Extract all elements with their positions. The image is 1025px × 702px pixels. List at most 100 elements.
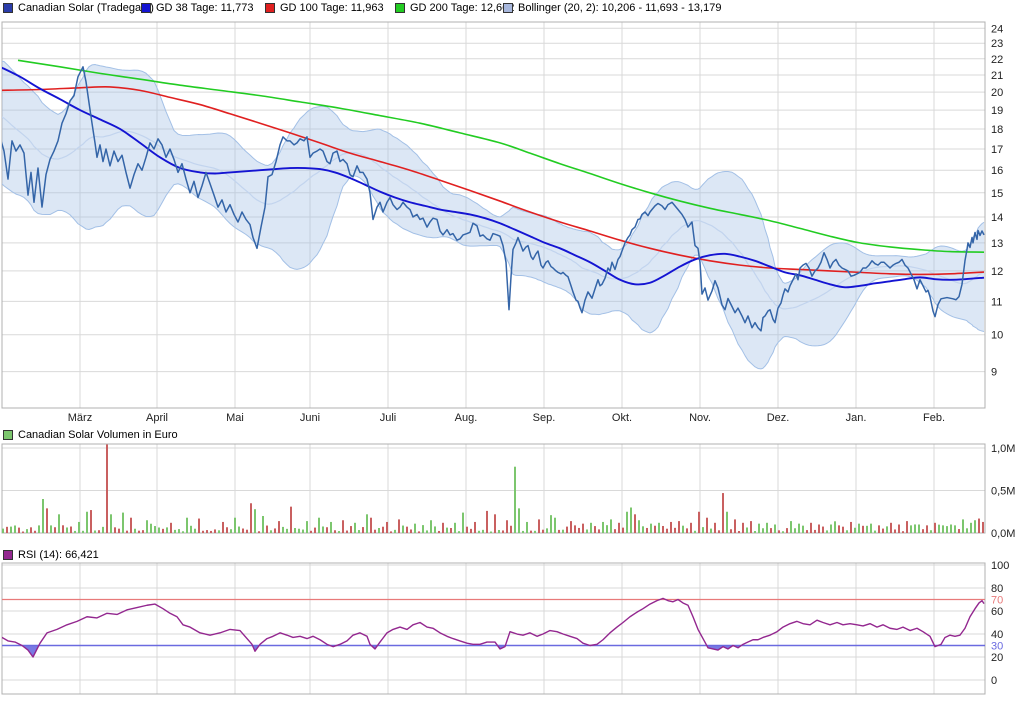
volume-bar [814,529,816,533]
volume-bar [770,528,772,533]
volume-bar [882,528,884,533]
volume-bar [78,521,80,533]
volume-bar [198,518,200,533]
volume-bar [962,519,964,533]
volume-bar [970,522,972,533]
volume-bar [18,527,20,533]
volume-bar [738,530,740,533]
bollinger-band [2,61,984,369]
gd38-line [2,66,985,289]
volume-bar [414,523,416,533]
volume-bar [250,503,252,533]
volume-bar [34,530,36,533]
volume-bar [14,525,16,533]
volume-bar [238,526,240,533]
volume-bar [846,530,848,533]
volume-bar [126,530,128,533]
volume-bar [26,529,28,533]
volume-bar [854,527,856,533]
volume-bar [450,528,452,533]
legend-item-gd38: GD 38 Tage: 11,773 [141,2,253,14]
volume-bar [974,520,976,533]
bollinger-middle-line [2,116,985,310]
volume-bar [370,517,372,533]
volume-bar [834,521,836,533]
rsi-tick-label: 80 [991,583,1003,595]
volume-bar [490,531,492,533]
volume-label: Canadian Solar Volumen in Euro [18,429,178,441]
month-label: Aug. [455,412,478,424]
volume-bar [606,525,608,533]
volume-bar [590,522,592,533]
volume-bar [318,517,320,533]
volume-bar [838,525,840,533]
volume-bar [226,527,228,533]
volume-swatch [3,430,13,440]
volume-bar [722,493,724,533]
volume-bar [154,526,156,533]
volume-bar [130,517,132,533]
volume-bar [266,525,268,533]
volume-bar [242,528,244,533]
volume-bar [222,521,224,533]
volume-bar [194,528,196,533]
price-tick-label: 24 [991,23,1003,35]
volume-bar [366,514,368,533]
volume-bar [350,526,352,533]
volume-bar [670,521,672,533]
volume-bar [438,530,440,533]
volume-bar [758,523,760,533]
price-panel[interactable] [0,59,985,370]
rsi-tick-label: 100 [991,560,1009,572]
volume-bar [330,521,332,533]
volume-bar [166,527,168,533]
volume-bar [182,531,184,533]
volume-bar [310,530,312,533]
volume-bar [86,511,88,533]
price-tick-label: 14 [991,212,1003,224]
volume-bar [326,527,328,533]
price-tick-label: 22 [991,54,1003,66]
volume-bar [574,525,576,533]
volume-bar [554,517,556,533]
volume-bar [190,525,192,533]
volume-bar [58,514,60,533]
price-tick-label: 13 [991,238,1003,250]
volume-bar [802,525,804,533]
volume-bar [642,526,644,533]
volume-bar [102,526,104,533]
volume-bar [798,523,800,533]
volume-panel[interactable] [2,444,984,534]
volume-bar [542,529,544,533]
volume-bar [462,512,464,533]
month-label: April [146,412,168,424]
gd100-line [2,85,985,276]
volume-bar [734,519,736,533]
volume-bar [162,528,164,533]
volume-bar [446,527,448,533]
volume-bar [686,528,688,533]
volume-bar [538,519,540,533]
bollinger-label: Bollinger (20, 2): 10,206 - 11,693 - 13,… [518,2,722,14]
volume-bar [422,525,424,533]
volume-bar [398,519,400,533]
volume-bar [850,521,852,533]
volume-bar [582,523,584,533]
volume-bar [138,530,140,533]
rsi-tick-label: 30 [991,641,1003,653]
rsi-panel[interactable] [0,597,985,658]
rsi-line [2,597,985,658]
volume-bar [30,527,32,533]
volume-bar [286,528,288,533]
month-label: Sep. [533,412,556,424]
volume-bar [122,512,124,533]
volume-bar [206,530,208,533]
volume-bar [230,529,232,533]
volume-bar [22,531,24,533]
volume-bar [646,527,648,533]
volume-bar [482,529,484,533]
volume-bar [466,526,468,533]
month-label: Juni [300,412,320,424]
volume-tick-label: 0,0M [991,528,1015,540]
